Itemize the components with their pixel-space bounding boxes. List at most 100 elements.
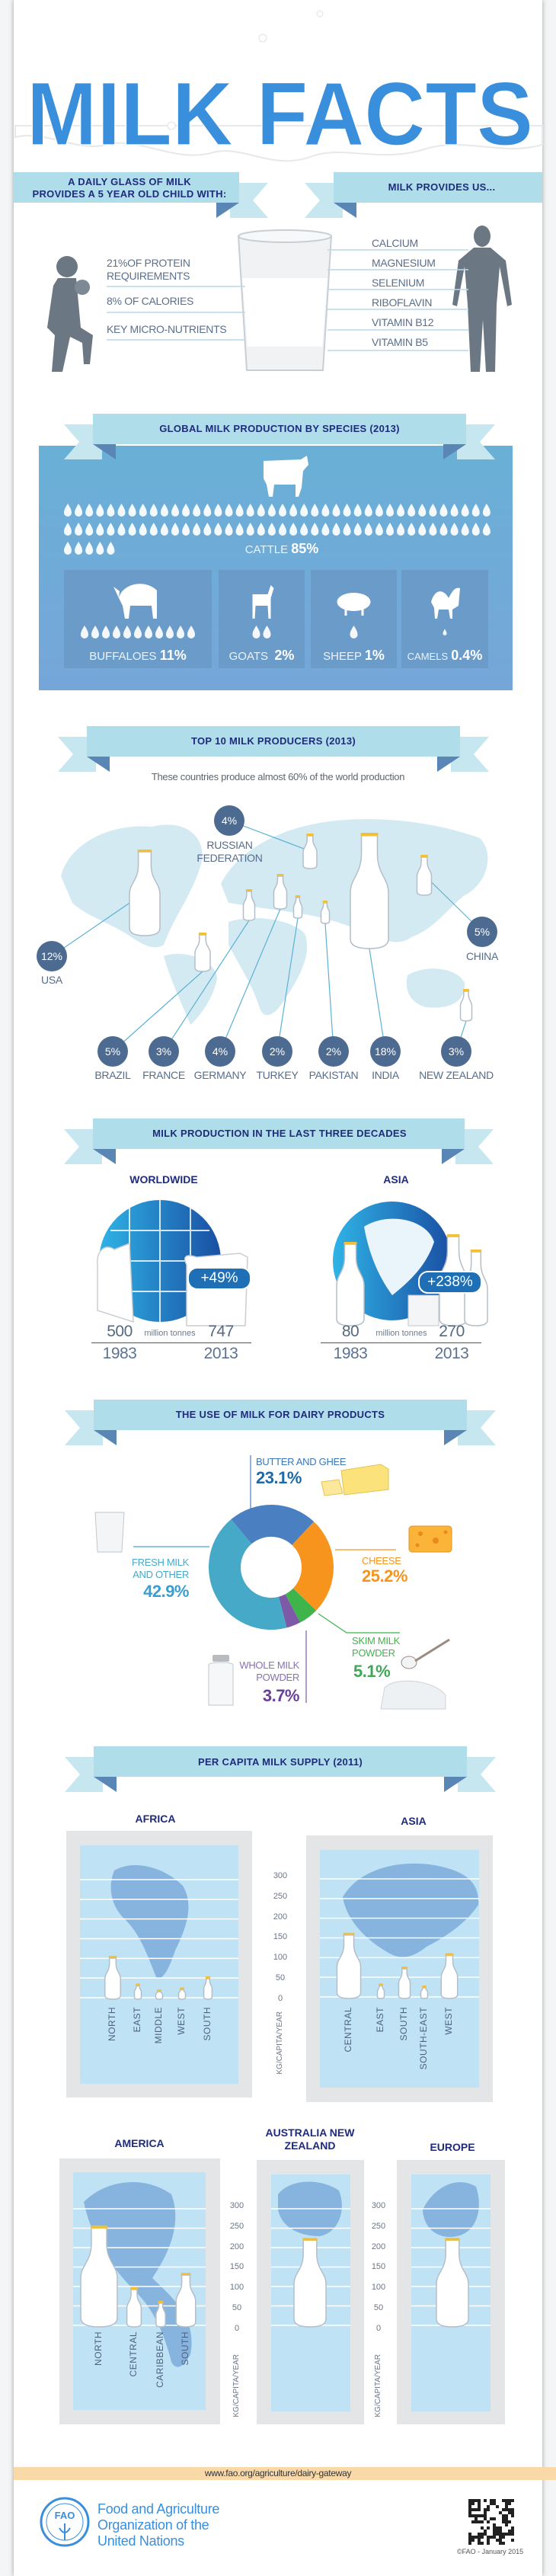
- species-share: 2%: [274, 648, 295, 663]
- qr-module: [505, 2520, 508, 2523]
- dairy-heading: THE USE OF MILK FOR DAIRY PRODUCTS: [175, 1409, 385, 1420]
- y-axis-tick-label: 200: [273, 1912, 288, 1922]
- footer-url-link[interactable]: www.fao.org/agriculture/dairy-gateway: [204, 2468, 352, 2478]
- category-label: WEST: [443, 2007, 454, 2035]
- y-axis-tick-label: 300: [371, 2201, 386, 2210]
- ribbon-fold: [216, 203, 239, 218]
- country-share-badge: 3%: [441, 1036, 471, 1067]
- qr-module: [468, 2542, 471, 2545]
- qr-module: [493, 2499, 496, 2502]
- title-milk-facts: MILK FACTS: [27, 64, 533, 165]
- ribbon-fold: [94, 1430, 117, 1445]
- milk-drop: [471, 523, 480, 536]
- ribbon-tail: [65, 1757, 103, 1792]
- qr-module: [499, 2539, 502, 2542]
- bottle-cap: [181, 2273, 191, 2276]
- qr-module: [493, 2502, 496, 2505]
- milk-drop: [311, 504, 319, 517]
- milk-drop: [375, 523, 383, 536]
- milk-drop: [439, 504, 448, 517]
- y-axis-title: KG/CAPITA/YEAR: [374, 2354, 382, 2418]
- qr-module: [478, 2514, 481, 2517]
- y-axis-tick-label: 100: [273, 1953, 288, 1963]
- qr-module: [499, 2536, 502, 2539]
- milk-drop: [166, 626, 174, 638]
- per-capita-region-title: AMERICA: [114, 2137, 165, 2149]
- qr-module: [487, 2505, 490, 2508]
- cheese-icon: [408, 1525, 452, 1553]
- milk-drop: [134, 626, 142, 638]
- milk-drop: [267, 523, 276, 536]
- qr-module: [487, 2508, 490, 2511]
- milk-drop: [149, 504, 158, 517]
- per-capita-region-title: ASIA: [401, 1815, 427, 1827]
- qr-module: [481, 2542, 484, 2545]
- milk-drop: [149, 523, 158, 536]
- ribbon-fold: [443, 444, 466, 459]
- qr-module: [478, 2508, 481, 2511]
- milk-drop: [263, 626, 271, 638]
- nutrient-calcium: CALCIUM: [372, 237, 418, 249]
- per-capita-bottle: [80, 2227, 118, 2328]
- qr-module: [508, 2508, 511, 2511]
- qr-module: [481, 2514, 484, 2517]
- country-milk-bottle: [273, 875, 288, 910]
- milk-drop: [332, 504, 340, 517]
- milk-drop: [321, 504, 330, 517]
- bottle-cap: [446, 1234, 460, 1237]
- qr-code: [468, 2499, 514, 2545]
- per-capita-bottle: [376, 1985, 385, 1999]
- milk-drop: [289, 504, 298, 517]
- qr-module: [481, 2520, 484, 2523]
- country-share-badge: 4%: [214, 805, 244, 836]
- category-label: SOUTH-EAST: [418, 2007, 429, 2070]
- country-leader-line: [276, 917, 299, 1052]
- milk-drop: [85, 523, 94, 536]
- qr-module: [496, 2530, 499, 2533]
- producers-subtitle: These countries produce almost 60% of th…: [151, 771, 405, 782]
- buffalo-icon: [113, 584, 157, 619]
- species-name: CATTLE: [244, 543, 289, 556]
- bottle-cap: [422, 1985, 427, 1988]
- milk-drop: [364, 523, 372, 536]
- child-item-protein: 21%OF PROTEIN REQUIREMENTS: [107, 257, 190, 282]
- producers-heading: TOP 10 MILK PRODUCERS (2013): [191, 735, 356, 747]
- production-unit: million tonnes: [375, 1329, 427, 1338]
- country-share-badge: 2%: [318, 1036, 349, 1067]
- production-divider: [91, 1342, 251, 1343]
- milk-drop: [429, 523, 437, 536]
- milk-drop: [117, 523, 126, 536]
- y-axis-tick-label: 0: [277, 1993, 283, 2003]
- country-leader-line: [369, 948, 386, 1052]
- milk-drop: [64, 542, 72, 555]
- y-axis-tick-label: 50: [373, 2303, 384, 2312]
- production-start-value: 80: [341, 1323, 359, 1340]
- qr-module: [505, 2514, 508, 2517]
- qr-module: [496, 2533, 499, 2536]
- dairy-leader-lines: [133, 1455, 400, 1703]
- per-capita-bottle: [177, 1989, 187, 2000]
- country-name: TURKEY: [256, 1069, 299, 1081]
- qr-module: [484, 2508, 487, 2511]
- milk-drop: [177, 626, 184, 638]
- qr-module: [471, 2539, 475, 2542]
- qr-module: [481, 2536, 484, 2539]
- qr-module: [468, 2505, 471, 2508]
- qr-module: [490, 2502, 493, 2505]
- species-heading: GLOBAL MILK PRODUCTION BY SPECIES (2013): [159, 423, 400, 434]
- ribbon-tail: [458, 1410, 496, 1445]
- region-map-silhouette: [343, 1863, 479, 1957]
- donut-segment-whole-milk-powder: [278, 1594, 301, 1628]
- ribbon-fold: [93, 1149, 116, 1164]
- ribbon-banner: [14, 172, 239, 203]
- category-label: CENTRAL: [343, 2007, 353, 2053]
- sheep-shape: [337, 593, 371, 611]
- milk-drop: [397, 523, 405, 536]
- qr-module: [478, 2536, 481, 2539]
- qr-module: [508, 2502, 511, 2505]
- species-share: 85%: [291, 541, 319, 556]
- per-capita-bottle: [440, 1954, 459, 1999]
- country-share-badge: 5%: [97, 1036, 128, 1067]
- milk-drop: [235, 523, 244, 536]
